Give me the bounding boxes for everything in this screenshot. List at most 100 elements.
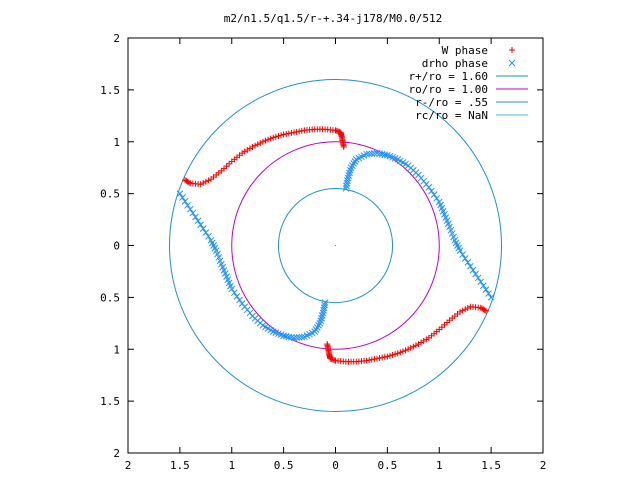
drho-phase-point	[176, 190, 184, 197]
y-tick-label: 0	[113, 240, 120, 253]
w-phase-point	[183, 177, 190, 184]
w-phase-point	[254, 141, 261, 148]
drho-phase-point	[472, 270, 479, 278]
x-tick-label: 1.5	[170, 459, 190, 472]
drho-phase-point	[482, 286, 490, 293]
drho-phase-point	[202, 229, 210, 236]
legend-label: drho phase	[422, 57, 488, 70]
w-phase-point	[265, 136, 272, 143]
w-phase-point	[259, 138, 266, 145]
w-phase-point	[384, 353, 391, 360]
w-phase-point	[389, 351, 396, 358]
w-phase-point	[278, 132, 285, 139]
w-phase-point	[374, 355, 380, 362]
w-phase-point	[333, 127, 340, 134]
w-phase-point	[208, 176, 214, 183]
w-phase-point	[386, 352, 393, 359]
drho-phase-point	[321, 299, 329, 306]
y-tick-label: 1.5	[100, 84, 120, 97]
w-phase-point	[291, 129, 297, 136]
legend-label: W phase	[442, 44, 488, 57]
x-tick-label: 0.5	[377, 459, 397, 472]
drho-phase-point	[459, 251, 466, 258]
x-tick-label: 2	[125, 459, 132, 472]
w-phase-point	[270, 134, 277, 141]
drho-phase-point	[288, 333, 295, 341]
drho-phase-point	[199, 225, 207, 232]
drho-phase-point	[430, 191, 438, 199]
w-phase-point	[202, 178, 209, 185]
w-phase-point	[267, 135, 274, 142]
w-phase-point	[397, 349, 404, 356]
legend-label: r-/ro = .55	[415, 96, 488, 109]
w-phase-point	[205, 177, 212, 184]
y-tick-label: 1	[113, 136, 120, 149]
x-tick-label: 1	[436, 459, 443, 472]
w-phase-point	[337, 129, 344, 136]
x-ticks: 2 1.5 1 0.5 0 0.5 1 1.5 2	[125, 38, 546, 472]
w-phase-point	[293, 128, 300, 135]
w-phase-point	[363, 357, 370, 364]
x-tick-label: 1.5	[481, 459, 501, 472]
w-phase-point	[331, 357, 338, 364]
w-phase-point	[464, 305, 471, 312]
w-phase-point	[336, 128, 343, 135]
w-phase-point	[272, 133, 279, 140]
drho-phase-point	[342, 185, 350, 192]
w-phase-point	[262, 137, 269, 144]
w-phase-point	[407, 344, 414, 351]
drho-phase-point	[381, 151, 389, 159]
drho-phase-point	[197, 221, 204, 229]
w-phase-point	[366, 357, 373, 364]
legend-marker-cross	[508, 59, 516, 67]
w-phase-point	[392, 351, 399, 358]
w-phase-point	[301, 127, 308, 134]
w-phase-point	[285, 130, 292, 137]
x-tick-label: 0	[332, 459, 339, 472]
w-phase-point	[399, 348, 406, 355]
w-phase-point	[481, 307, 488, 314]
drho-phase-point	[285, 333, 293, 341]
w-phase-point	[376, 355, 383, 362]
w-phase-point	[182, 177, 189, 184]
chart-title: m2/n1.5/q1.5/r-+.34-j178/M0.0/512	[224, 12, 443, 25]
w-phase-point	[327, 355, 334, 362]
x-tick-label: 1	[228, 459, 235, 472]
drho-phase-point	[233, 292, 241, 300]
w-phase-point	[252, 142, 259, 149]
w-phase-point	[379, 354, 386, 361]
w-phase-point	[288, 129, 295, 136]
drho-phase-point	[343, 179, 351, 187]
drho-phase-point	[192, 213, 199, 221]
drho-phase-point	[238, 300, 246, 307]
w-phase-point	[200, 179, 207, 186]
drho-phase-point	[373, 149, 381, 157]
drho-phase-point	[469, 266, 477, 274]
drho-phase-point	[467, 262, 474, 270]
w-phase-point	[328, 356, 335, 363]
drho-phase-point	[205, 233, 212, 240]
w-phase-point	[482, 307, 489, 314]
w-phase-point	[283, 130, 290, 137]
drho-phase-point	[194, 217, 202, 225]
w-phase-point	[335, 128, 342, 135]
drho-phase-point	[343, 182, 350, 190]
w-phase-point	[410, 343, 417, 350]
drho-phase-point	[428, 187, 435, 195]
drho-phase-point	[477, 278, 485, 286]
w-phase-point	[368, 356, 375, 363]
drho-phase-point	[282, 332, 290, 340]
y-tick-label: 0.5	[100, 291, 120, 304]
drho-phase-point	[456, 247, 464, 255]
drho-phase-point	[184, 201, 192, 209]
reference-circle	[231, 141, 440, 350]
drho-phase-point	[461, 255, 469, 262]
reference-circles	[169, 79, 502, 412]
w-phase-point	[462, 306, 469, 313]
drho-phase-point	[371, 150, 378, 157]
drho-phase-point	[378, 150, 386, 158]
drho-phase-point	[321, 301, 328, 309]
drho-phase-point	[207, 236, 215, 244]
